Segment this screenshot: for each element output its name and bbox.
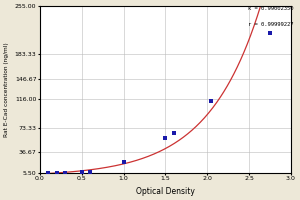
Point — [268, 31, 272, 34]
Text: k = 0.99002350: k = 0.99002350 — [248, 6, 294, 11]
Text: r = 0.99999227: r = 0.99999227 — [248, 22, 294, 27]
Point — [80, 171, 84, 174]
X-axis label: Optical Density: Optical Density — [136, 187, 195, 196]
Point — [121, 160, 126, 163]
Point — [163, 136, 168, 139]
Point — [46, 171, 51, 174]
Point — [171, 131, 176, 135]
Point — [54, 171, 59, 174]
Y-axis label: Rat E-Cad concentration (ng/ml): Rat E-Cad concentration (ng/ml) — [4, 42, 9, 137]
Point — [63, 171, 68, 174]
Point — [209, 99, 214, 103]
Point — [88, 170, 92, 173]
